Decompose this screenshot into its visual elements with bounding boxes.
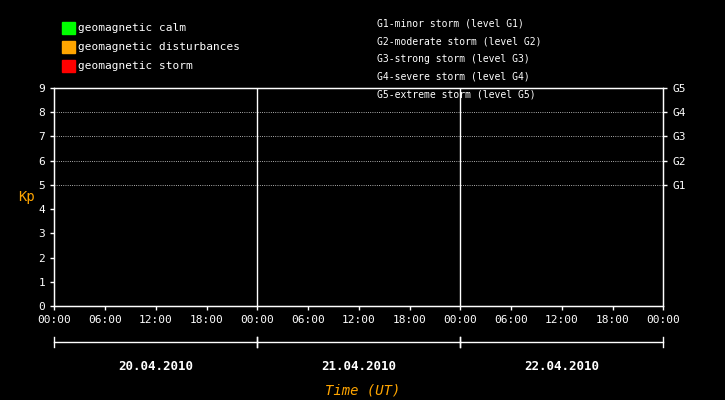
Text: Time (UT): Time (UT)	[325, 383, 400, 397]
Text: G2-moderate storm (level G2): G2-moderate storm (level G2)	[377, 37, 542, 47]
Text: G3-strong storm (level G3): G3-strong storm (level G3)	[377, 54, 530, 64]
Text: G4-severe storm (level G4): G4-severe storm (level G4)	[377, 72, 530, 82]
Text: geomagnetic disturbances: geomagnetic disturbances	[78, 42, 240, 52]
Text: Kp: Kp	[19, 190, 36, 204]
Text: 20.04.2010: 20.04.2010	[118, 360, 194, 372]
Text: G1-minor storm (level G1): G1-minor storm (level G1)	[377, 19, 524, 29]
Text: 21.04.2010: 21.04.2010	[321, 360, 397, 372]
Text: 22.04.2010: 22.04.2010	[524, 360, 600, 372]
Text: geomagnetic storm: geomagnetic storm	[78, 61, 193, 71]
Text: geomagnetic calm: geomagnetic calm	[78, 23, 186, 33]
Text: G5-extreme storm (level G5): G5-extreme storm (level G5)	[377, 89, 536, 99]
